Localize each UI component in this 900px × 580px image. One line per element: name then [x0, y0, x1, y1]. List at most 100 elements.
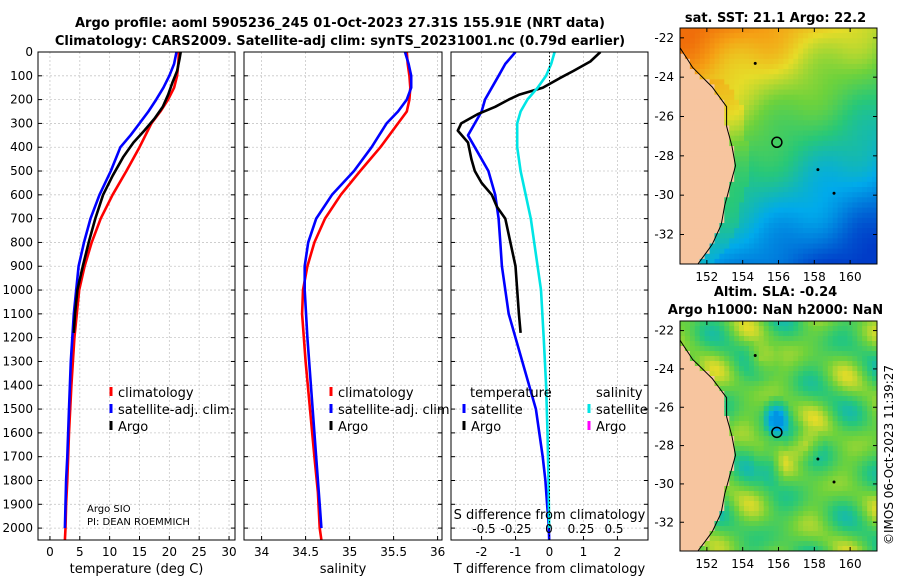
map-cell	[862, 486, 868, 492]
map-cell	[699, 346, 706, 352]
map-cell	[857, 436, 863, 442]
map-cell	[832, 351, 839, 357]
map-cell	[714, 346, 720, 352]
map-cell	[793, 531, 799, 537]
map-cell	[689, 456, 696, 462]
map-field	[680, 321, 877, 551]
map-cell	[832, 156, 839, 162]
map-cell	[852, 38, 858, 44]
map-cell	[680, 351, 686, 357]
map-cell	[808, 511, 814, 517]
map-cell	[857, 461, 863, 467]
map-cell	[862, 491, 868, 497]
map-cell	[753, 516, 760, 522]
map-cell	[729, 426, 735, 432]
map-cell	[773, 217, 780, 224]
map-cell	[724, 233, 730, 239]
map-cell	[689, 89, 696, 96]
map-cell	[857, 356, 863, 362]
map-cell	[744, 356, 750, 362]
map-cell	[862, 110, 868, 116]
map-cell	[847, 496, 853, 502]
map-cell	[694, 356, 701, 362]
map-cell	[694, 486, 701, 492]
map-cell	[719, 115, 725, 121]
map-cell	[798, 431, 804, 437]
map-cell	[753, 233, 760, 239]
map-cell	[827, 541, 834, 547]
map-cell	[837, 436, 844, 442]
map-cell	[867, 53, 873, 60]
header-line1: Argo profile: aoml 5905236_245 01-Oct-20…	[75, 16, 605, 31]
map-cell	[872, 233, 877, 239]
map-cell	[803, 38, 809, 44]
map-cell	[817, 171, 824, 178]
map-cell	[689, 84, 696, 91]
map-cell	[857, 501, 863, 507]
map-cell	[793, 33, 799, 39]
x-tick-label: 25	[192, 545, 207, 559]
map-cell	[714, 336, 720, 342]
map-cell	[768, 396, 775, 402]
map-cell	[798, 456, 804, 462]
map-cell	[680, 146, 686, 152]
map-cell	[734, 243, 740, 250]
map-cell	[798, 135, 804, 142]
map-cell	[778, 202, 784, 209]
map-cell	[803, 99, 809, 106]
map-cell	[744, 125, 750, 132]
map-cell	[763, 436, 770, 442]
map-cell	[847, 69, 853, 75]
map-cell	[867, 140, 873, 147]
map-cell	[842, 63, 848, 70]
map-cell	[788, 197, 794, 203]
map-cell	[808, 135, 814, 142]
map-cell	[709, 140, 716, 147]
map-cell	[837, 431, 844, 437]
map-cell	[773, 151, 780, 157]
legend-label: Argo	[338, 420, 368, 435]
map-cell	[739, 243, 745, 250]
map-cell	[694, 161, 701, 168]
map-cell	[862, 546, 868, 551]
map-cell	[827, 125, 834, 132]
map-cell	[704, 48, 711, 55]
map-cell	[808, 140, 814, 147]
map-cell	[719, 89, 725, 96]
map-cell	[872, 411, 877, 417]
map-cell	[724, 501, 730, 507]
map-cell	[832, 486, 839, 492]
map-cell	[813, 396, 819, 402]
map-cell	[813, 336, 819, 342]
map-cell	[763, 521, 770, 527]
map-cell	[867, 197, 873, 203]
map-cell	[827, 53, 834, 60]
map-cell	[749, 516, 755, 522]
map-cell	[822, 501, 829, 507]
map-cell	[763, 115, 770, 121]
map-cell	[680, 89, 686, 96]
map-cell	[857, 202, 863, 209]
map-cell	[699, 546, 706, 551]
map-cell	[694, 321, 701, 327]
map-cell	[714, 105, 720, 111]
map-cell	[813, 386, 819, 392]
map-cell	[852, 79, 858, 85]
map-cell	[778, 516, 784, 522]
map-cell	[827, 217, 834, 224]
map-cell	[822, 366, 829, 372]
map-cell	[778, 115, 784, 121]
map-cell	[862, 511, 868, 517]
map-cell	[857, 326, 863, 332]
map-cell	[793, 181, 799, 188]
map-cell	[788, 506, 794, 512]
map-cell	[842, 238, 848, 244]
map-cell	[773, 351, 780, 357]
map-cell	[808, 391, 814, 397]
map-cell	[808, 99, 814, 106]
map-cell	[689, 381, 696, 387]
map-cell	[862, 48, 868, 55]
map-cell	[773, 471, 780, 477]
map-cell	[724, 496, 730, 502]
map-cell	[842, 321, 848, 327]
